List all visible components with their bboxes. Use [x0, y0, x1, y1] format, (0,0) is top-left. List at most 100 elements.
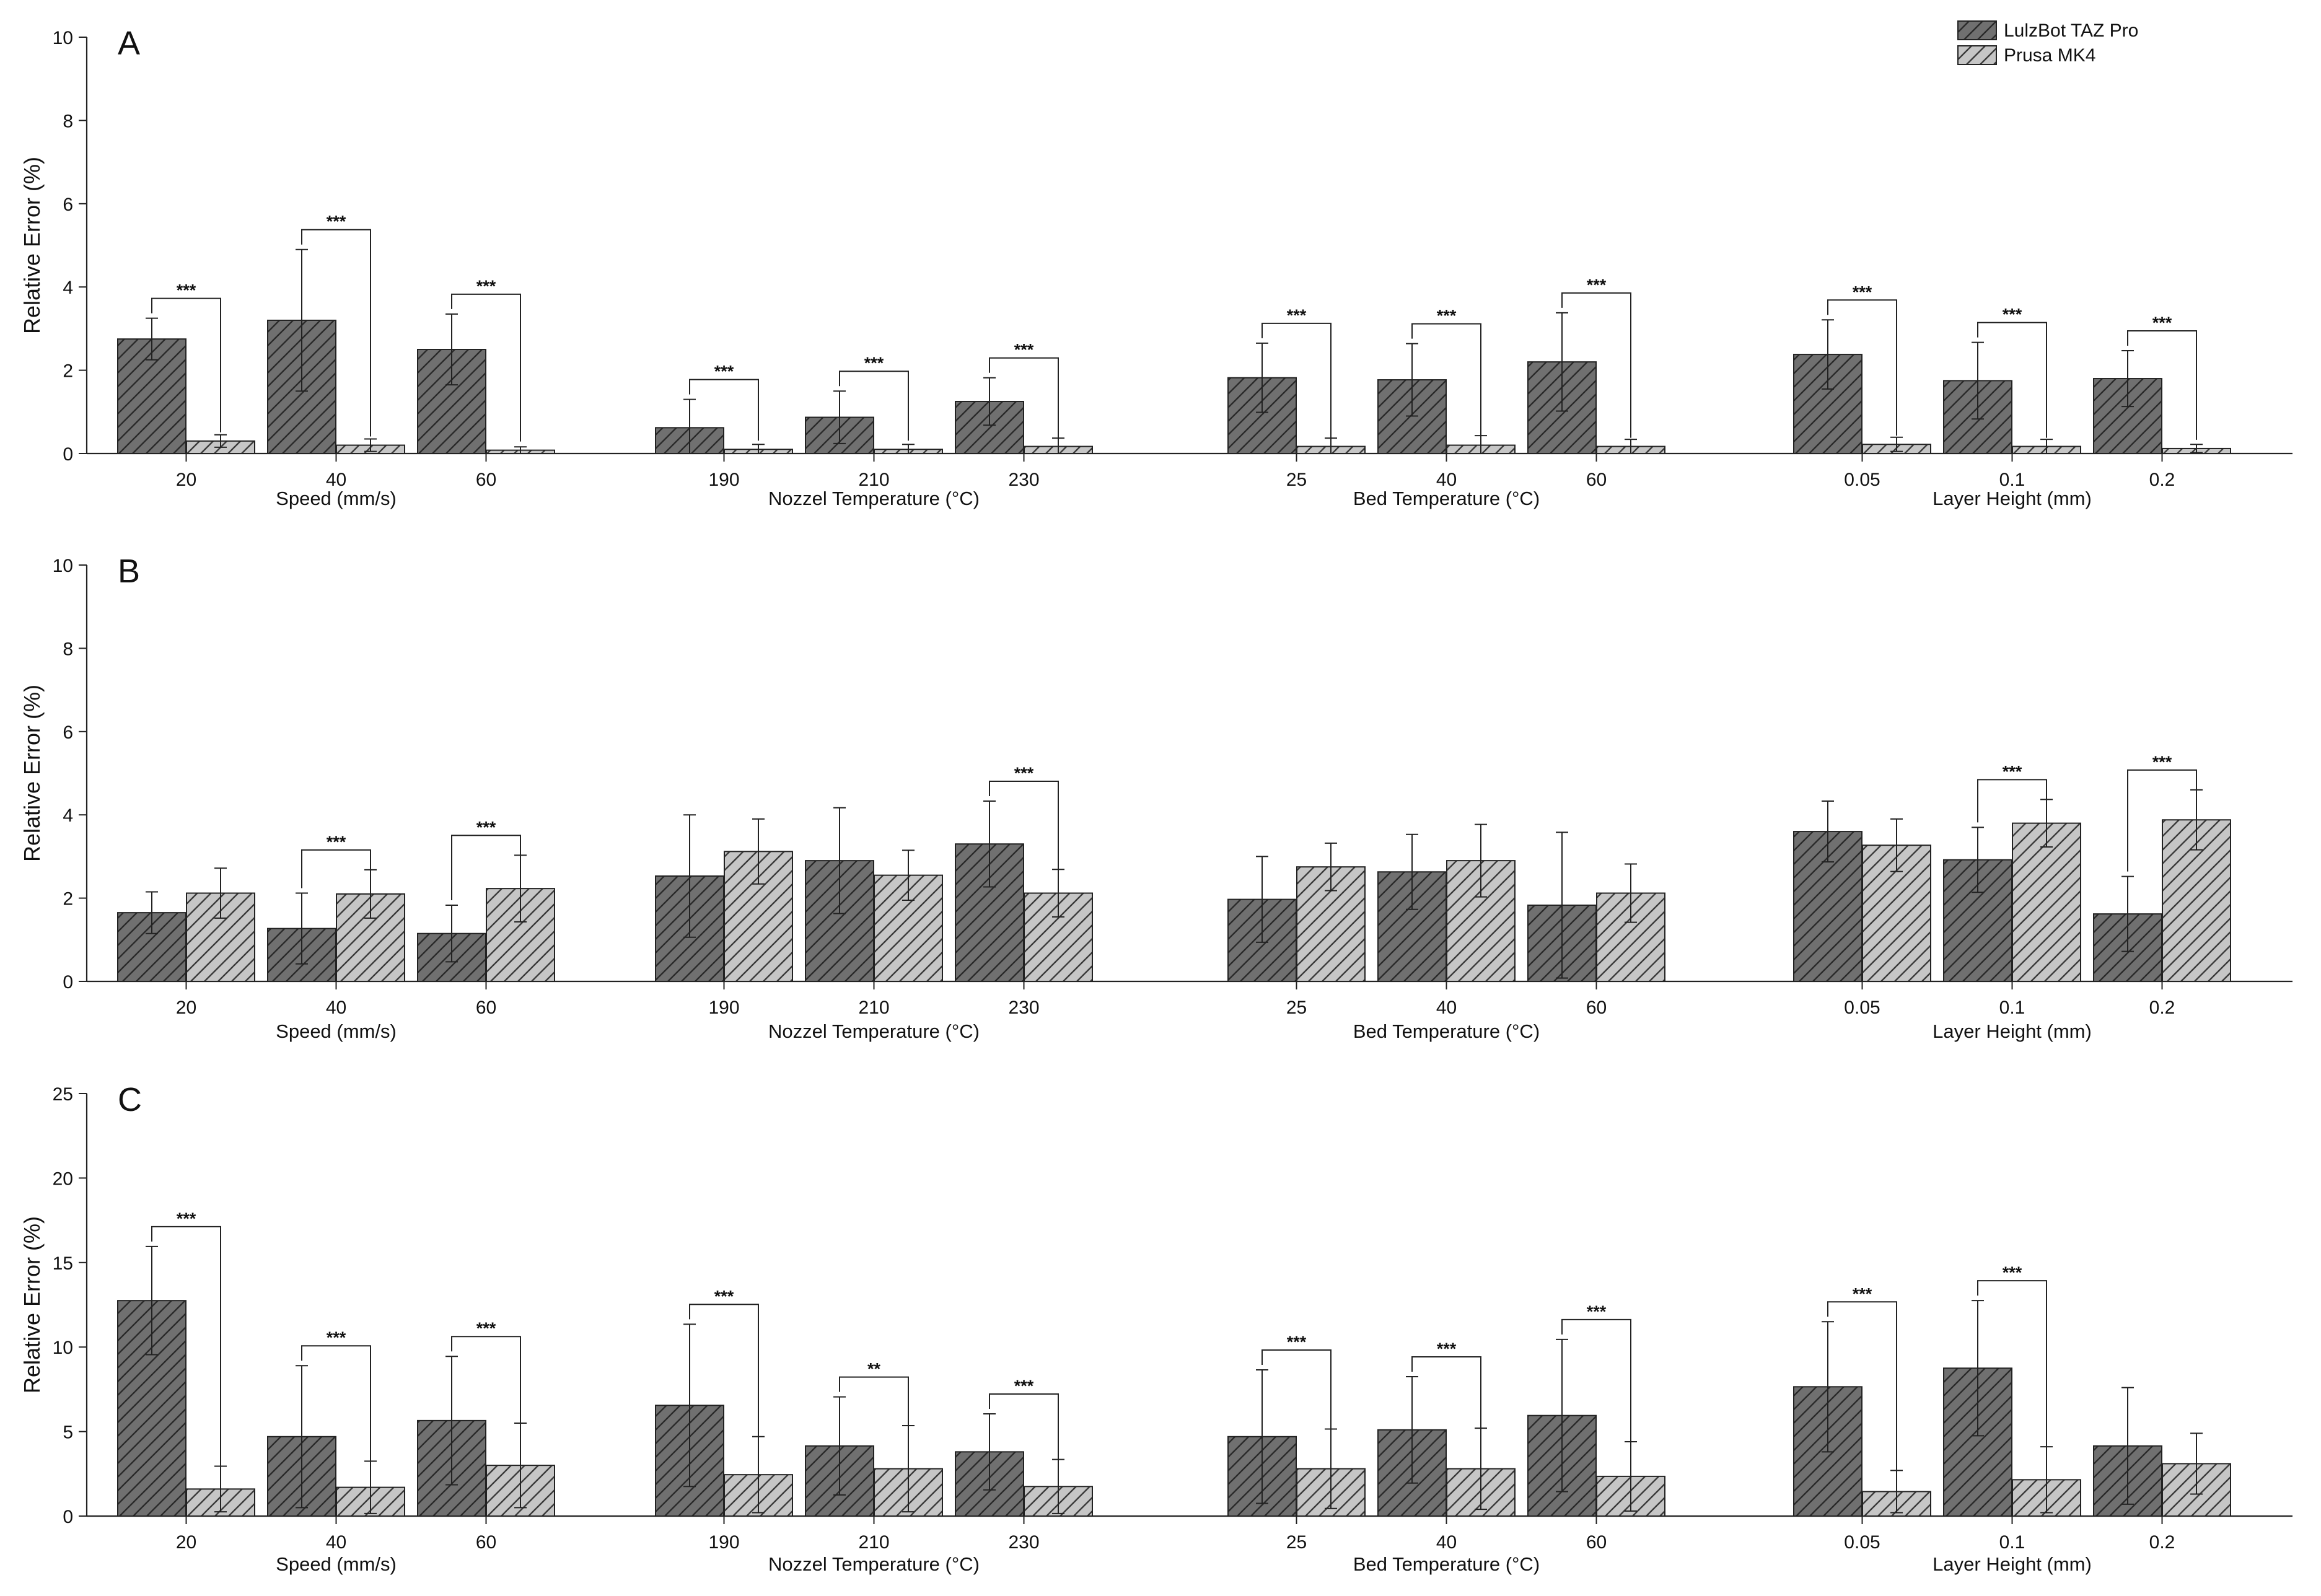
error-bar-prusa-mk4 — [1890, 818, 1903, 872]
significance-label: *** — [1437, 1340, 1457, 1358]
x-tick-label: 20 — [176, 470, 196, 490]
x-tick-label: 210 — [858, 998, 889, 1018]
significance-label: *** — [1437, 307, 1457, 325]
y-tick-label: 15 — [53, 1253, 73, 1274]
significance-label: *** — [2003, 1263, 2022, 1282]
y-tick-label: 8 — [63, 111, 73, 131]
y-tick-label: 20 — [53, 1168, 73, 1189]
y-tick-label: 25 — [53, 1084, 73, 1105]
error-bar-lulzbot-taz-pro — [1406, 1375, 1418, 1484]
significance-bracket — [989, 781, 1059, 885]
x-tick-label: 60 — [476, 470, 496, 490]
error-bar-prusa-mk4 — [214, 867, 227, 919]
panel-letter: B — [118, 553, 140, 590]
y-tick-label: 4 — [63, 805, 73, 826]
significance-label: *** — [2152, 753, 2172, 771]
y-tick-label: 0 — [63, 444, 73, 465]
significance-label: *** — [1014, 764, 1034, 783]
legend-swatch-lulzbot-taz-pro — [1957, 20, 1997, 40]
error-bar-lulzbot-taz-pro — [445, 1356, 458, 1486]
y-tick-label: 0 — [63, 1507, 73, 1527]
x-tick-label: 40 — [1436, 470, 1457, 490]
significance-bracket — [301, 1345, 371, 1479]
error-bar-prusa-mk4 — [214, 434, 227, 448]
x-tick-label: 0.1 — [1999, 470, 2025, 490]
x-tick-label: 0.2 — [2149, 1532, 2175, 1553]
significance-label: *** — [1587, 1302, 1607, 1321]
significance-bracket — [301, 849, 371, 888]
error-bar-lulzbot-taz-pro — [833, 390, 846, 444]
significance-bracket — [1977, 322, 2047, 438]
significance-label: *** — [1014, 1377, 1034, 1395]
x-tick-label: 25 — [1286, 998, 1307, 1018]
panel-A: 0 2 4 6 8 10 Relative Error (%) A 20 *** 40 *** 60 **… — [19, 25, 2292, 509]
x-tick-label: 210 — [858, 470, 889, 490]
y-tick-label: 4 — [63, 278, 73, 298]
x-tick-label: 40 — [326, 998, 346, 1018]
error-bar-prusa-mk4 — [1890, 436, 1903, 452]
x-tick-label: 0.1 — [1999, 1532, 2025, 1553]
significance-label: *** — [1587, 276, 1607, 294]
x-tick-label: 40 — [1436, 998, 1457, 1018]
y-tick-label: 10 — [53, 556, 73, 576]
x-tick-label: 0.1 — [1999, 998, 2025, 1018]
significance-label: *** — [177, 1209, 196, 1228]
error-bar-prusa-mk4 — [1325, 842, 1337, 892]
panel-C: 0 5 10 15 20 25 Relative Error (%) C 20 *** 40 *** 6… — [19, 1081, 2292, 1575]
error-bar-lulzbot-taz-pro — [2121, 1387, 2134, 1505]
significance-label: *** — [1853, 283, 1872, 301]
x-tick-label: 230 — [1008, 998, 1039, 1018]
panel-letter: C — [118, 1081, 142, 1118]
bar-prusa-mk4 — [2012, 822, 2081, 983]
significance-bracket — [1561, 292, 1631, 438]
x-tick-label: 60 — [476, 998, 496, 1018]
group-label: Bed Temperature (°C) — [1353, 1020, 1540, 1042]
significance-bracket — [989, 357, 1059, 438]
x-tick-label: 25 — [1286, 1532, 1307, 1553]
significance-bracket — [839, 1376, 909, 1460]
y-axis-label: Relative Error (%) — [19, 685, 45, 862]
error-bar-lulzbot-taz-pro — [683, 398, 696, 454]
significance-label: *** — [2003, 762, 2022, 781]
error-bar-lulzbot-taz-pro — [296, 892, 308, 965]
y-tick-label: 0 — [63, 972, 73, 993]
error-bar-lulzbot-taz-pro — [146, 891, 158, 934]
legend-swatch-prusa-mk4 — [1957, 45, 1997, 65]
panel-letter: A — [118, 25, 140, 62]
significance-label: *** — [476, 1319, 496, 1338]
x-tick-label: 190 — [708, 1532, 739, 1553]
group-label: Layer Height (mm) — [1933, 488, 2092, 509]
x-tick-label: 210 — [858, 1532, 889, 1553]
significance-bracket — [2127, 769, 2197, 872]
error-bar-prusa-mk4 — [364, 438, 377, 452]
significance-label: *** — [2152, 314, 2172, 332]
significance-bracket — [451, 293, 521, 442]
x-tick-label: 40 — [1436, 1532, 1457, 1553]
error-bar-lulzbot-taz-pro — [1556, 831, 1568, 979]
error-bar-prusa-mk4 — [1625, 863, 1637, 923]
group-label: Speed (mm/s) — [276, 1553, 397, 1575]
significance-label: *** — [327, 213, 346, 231]
error-bar-lulzbot-taz-pro — [1556, 312, 1568, 412]
significance-bracket — [839, 370, 909, 441]
x-tick-label: 190 — [708, 998, 739, 1018]
x-tick-label: 40 — [326, 470, 346, 490]
error-bar-lulzbot-taz-pro — [983, 800, 996, 888]
significance-bracket — [1261, 322, 1332, 438]
error-bar-prusa-mk4 — [1325, 437, 1337, 454]
y-tick-label: 10 — [53, 1338, 73, 1358]
significance-label: *** — [177, 281, 196, 300]
significance-bracket — [1827, 299, 1897, 436]
error-bar-prusa-mk4 — [752, 818, 765, 885]
significance-label: *** — [714, 362, 734, 381]
y-tick-label: 2 — [63, 889, 73, 910]
y-tick-label: 6 — [63, 195, 73, 215]
significance-bracket — [1261, 1349, 1332, 1460]
error-bar-lulzbot-taz-pro — [833, 807, 846, 914]
y-axis-label: Relative Error (%) — [19, 1216, 45, 1393]
error-bar-prusa-mk4 — [902, 849, 915, 901]
error-bar-lulzbot-taz-pro — [146, 1245, 158, 1356]
error-bar-lulzbot-taz-pro — [1406, 833, 1418, 910]
